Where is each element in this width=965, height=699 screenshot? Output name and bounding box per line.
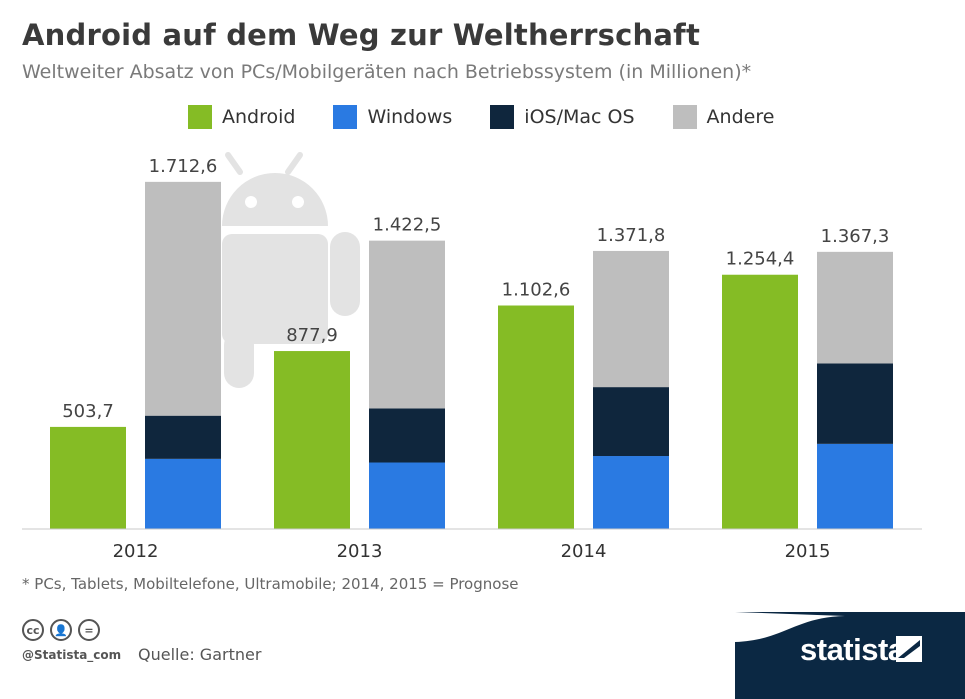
statista-logo-text: statista bbox=[800, 632, 905, 667]
license-icons: cc 👤 = bbox=[22, 619, 106, 641]
bar-android-2012 bbox=[50, 426, 126, 529]
legend-item-andere: Andere bbox=[672, 105, 775, 129]
bar-andere-2015 bbox=[817, 251, 893, 364]
label-android-2013: 877,9 bbox=[286, 325, 338, 346]
legend-item-windows: Windows bbox=[333, 105, 452, 129]
bar-chart: 503,7 1.712,6 877,9 1.422,5 1.102,6 1.371,8 1.… bbox=[22, 152, 922, 562]
label-android-2015: 1.254,4 bbox=[726, 249, 795, 270]
bar-andere-2012 bbox=[145, 181, 221, 416]
legend-item-android: Android bbox=[188, 105, 295, 129]
label-total-2013: 1.422,5 bbox=[373, 215, 442, 236]
bar-ios-mac-os-2013 bbox=[369, 408, 445, 463]
bar-andere-2014 bbox=[593, 250, 669, 388]
cc-icon: cc bbox=[22, 619, 44, 641]
bar-android-2015 bbox=[722, 274, 798, 529]
legend-label-windows: Windows bbox=[367, 106, 453, 128]
bar-andere-2013 bbox=[369, 240, 445, 409]
legend-swatch-ios bbox=[490, 105, 515, 129]
chart-title: Android auf dem Weg zur Weltherrschaft bbox=[22, 18, 701, 52]
nd-icon: = bbox=[78, 619, 100, 641]
chart-bars: 503,7 1.712,6 877,9 1.422,5 1.102,6 1.371,8 1.… bbox=[50, 156, 893, 529]
x-axis-ticks: 2012 2013 2014 2015 bbox=[113, 541, 831, 562]
by-icon: 👤 bbox=[50, 619, 72, 641]
legend-label-ios: iOS/Mac OS bbox=[524, 106, 635, 128]
x-tick-2012: 2012 bbox=[113, 541, 159, 562]
label-total-2012: 1.712,6 bbox=[149, 156, 218, 177]
statista-logo-icon bbox=[896, 636, 922, 662]
legend-item-ios: iOS/Mac OS bbox=[490, 105, 635, 129]
chart-legend: Android Windows iOS/Mac OS Andere bbox=[188, 104, 812, 130]
label-android-2012: 503,7 bbox=[62, 401, 114, 422]
bar-windows-2012 bbox=[145, 458, 221, 529]
bar-android-2014 bbox=[498, 305, 574, 529]
x-tick-2014: 2014 bbox=[561, 541, 607, 562]
bar-windows-2014 bbox=[593, 456, 669, 529]
bar-android-2013 bbox=[274, 351, 350, 529]
android-mascot-icon bbox=[222, 152, 360, 388]
legend-label-android: Android bbox=[222, 106, 296, 128]
label-android-2014: 1.102,6 bbox=[502, 280, 571, 301]
x-tick-2015: 2015 bbox=[785, 541, 831, 562]
bar-ios-mac-os-2015 bbox=[817, 363, 893, 444]
legend-swatch-android bbox=[188, 105, 212, 129]
brand-band bbox=[735, 612, 965, 699]
source-label: Quelle: Gartner bbox=[138, 645, 262, 664]
bar-ios-mac-os-2012 bbox=[145, 415, 221, 459]
footnote: * PCs, Tablets, Mobiltelefone, Ultramobi… bbox=[22, 575, 519, 593]
chart-subtitle: Weltweiter Absatz von PCs/Mobilgeräten n… bbox=[22, 61, 752, 83]
legend-label-andere: Andere bbox=[706, 106, 775, 128]
bar-windows-2013 bbox=[369, 462, 445, 529]
x-tick-2013: 2013 bbox=[337, 541, 383, 562]
bar-ios-mac-os-2014 bbox=[593, 387, 669, 457]
legend-swatch-windows bbox=[333, 105, 358, 129]
label-total-2015: 1.367,3 bbox=[821, 226, 890, 247]
legend-swatch-andere bbox=[672, 105, 697, 129]
label-total-2014: 1.371,8 bbox=[597, 225, 666, 246]
bar-windows-2015 bbox=[817, 443, 893, 529]
social-handle: @Statista_com bbox=[22, 648, 122, 662]
